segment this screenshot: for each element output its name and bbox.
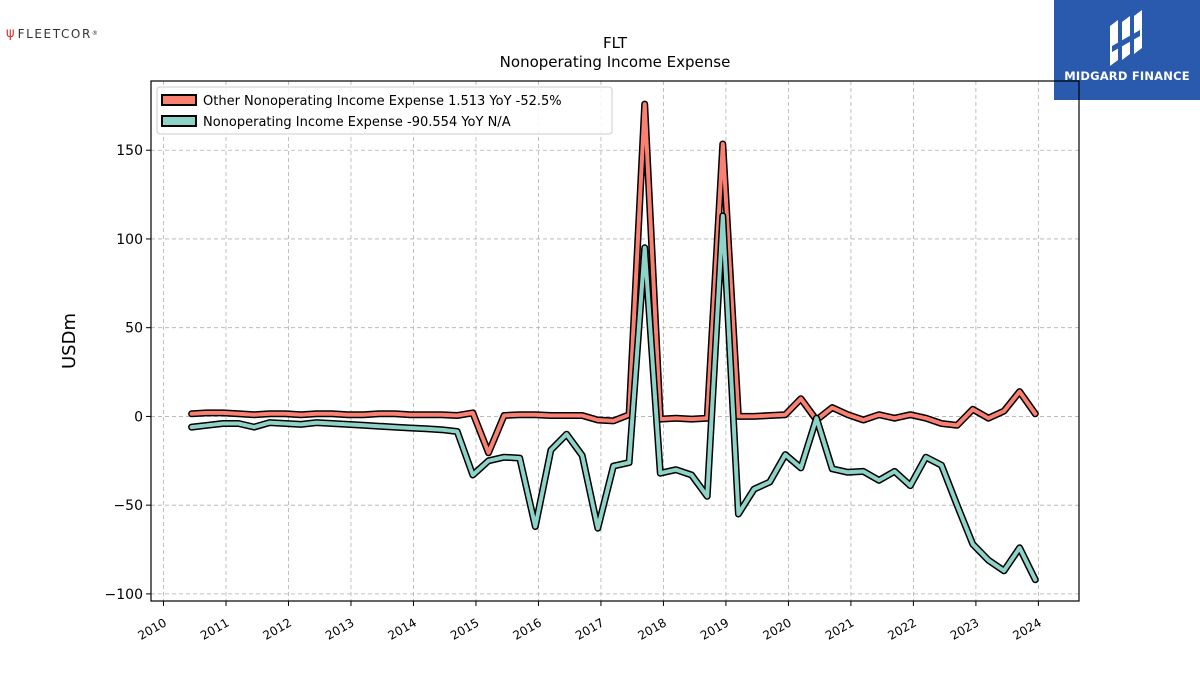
x-tick-label: 2010 [136,615,169,642]
fleetcor-logo-text: FLEETCOR [17,26,92,41]
x-axis: 2010 2011 2012 2013 2014 2015 2016 2017 2018 2019… [136,601,1044,643]
y-tick-label: 100 [116,232,143,248]
chart-subtitle: Nonoperating Income Expense [500,53,731,71]
y-axis-label: USDm [59,313,80,369]
y-tick-label: 0 [134,409,143,425]
x-tick-label: 2017 [573,615,606,642]
x-tick-label: 2023 [948,615,981,642]
series-outline-2 [188,212,1039,584]
x-tick-label: 2022 [885,615,918,642]
x-tick-label: 2014 [386,615,419,642]
y-tick-label: 150 [116,143,143,159]
gridlines [151,81,1079,601]
x-tick-label: 2013 [323,615,356,642]
x-tick-label: 2012 [261,615,294,642]
midgard-finance-name: MIDGARD FINANCE [1064,69,1190,83]
x-tick-label: 2011 [198,615,231,642]
y-tick-label: −100 [105,587,143,603]
legend-swatch-2 [161,115,197,127]
series-lines [188,100,1039,584]
series-line-1 [189,102,1038,455]
x-tick-label: 2016 [510,615,543,642]
x-tick-label: 2020 [760,615,793,642]
fleetcor-logo: ψ FLEETCOR ® [6,26,98,41]
y-tick-label: 50 [125,321,143,337]
y-tick-label: −50 [113,498,143,514]
x-tick-label: 2024 [1010,615,1043,642]
legend: Other Nonoperating Income Expense 1.513 … [156,86,613,135]
fleetcor-logo-icon: ψ [6,26,15,41]
legend-box [156,86,613,135]
trademark-symbol: ® [91,30,98,37]
midgard-finance-badge: MIDGARD FINANCE [1054,0,1200,100]
series-outline-1 [188,100,1039,457]
legend-label-2: Nonoperating Income Expense -90.554 YoY … [203,115,511,130]
chart-title: FLT [603,34,628,52]
legend-swatch-1 [161,94,197,106]
y-axis: 150 100 50 0 −50 −100 [105,143,151,603]
x-tick-label: 2021 [823,615,856,642]
legend-label-1: Other Nonoperating Income Expense 1.513 … [203,94,562,109]
x-tick-label: 2015 [448,615,481,642]
series-line-2 [189,213,1038,582]
plot-frame [150,80,1080,602]
midgard-finance-logo-icon [1110,10,1142,66]
x-tick-label: 2018 [635,615,668,642]
x-tick-label: 2019 [698,615,731,642]
